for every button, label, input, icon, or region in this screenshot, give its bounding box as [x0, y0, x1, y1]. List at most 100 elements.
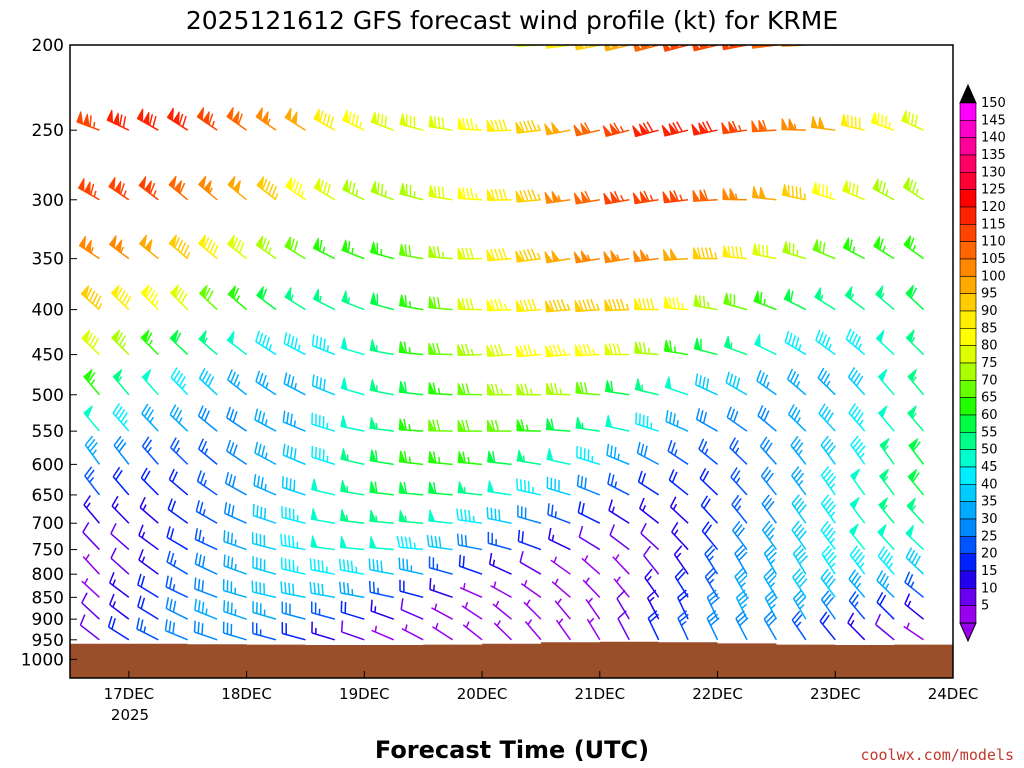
wind-barb: [256, 176, 279, 201]
colorbar-swatch: [959, 553, 977, 572]
wind-barb: [227, 285, 248, 311]
wind-barb: [722, 45, 748, 51]
wind-barb: [677, 610, 689, 641]
wind-barb: [634, 378, 659, 396]
wind-barb: [110, 284, 132, 311]
y-tick-label: 850: [32, 588, 64, 608]
wind-barb: [879, 438, 895, 465]
wind-barb: [695, 408, 718, 432]
wind-barb: [544, 122, 571, 136]
wind-barb: [791, 494, 807, 524]
wind-barb: [456, 533, 483, 551]
wind-barb: [692, 45, 718, 52]
wind-barb: [820, 466, 837, 496]
colorbar-swatch: [959, 501, 977, 520]
wind-barb: [850, 468, 866, 496]
wind-barb: [820, 494, 837, 524]
wind-barb: [761, 520, 778, 550]
wind-barb: [578, 525, 601, 551]
wind-barb: [167, 498, 189, 524]
wind-barb: [818, 403, 836, 432]
wind-barb: [872, 178, 895, 201]
wind-barb: [282, 443, 306, 466]
wind-barb: [370, 111, 395, 131]
wind-barb: [903, 622, 924, 641]
wind-barb: [226, 234, 248, 260]
wind-barb: [309, 581, 336, 599]
wind-barb: [904, 593, 925, 620]
wind-barb: [169, 404, 189, 432]
wind-barb: [280, 581, 306, 599]
colorbar-swatch: [959, 258, 977, 277]
colorbar-swatch: [959, 518, 977, 537]
colorbar-swatch: [959, 414, 977, 433]
wind-barb: [193, 577, 218, 599]
wind-barb: [544, 190, 571, 204]
wind-barb: [700, 495, 719, 524]
wind-barb: [665, 410, 689, 432]
wind-barb: [311, 374, 336, 396]
wind-barb: [168, 468, 189, 496]
x-tick-label: 21DEC: [575, 685, 626, 703]
colorbar-bottom-arrow: [959, 622, 977, 643]
wind-barb: [704, 567, 719, 598]
wind-barb: [110, 547, 130, 575]
wind-barb: [751, 45, 777, 49]
wind-barb: [255, 370, 277, 396]
wind-barb: [281, 601, 306, 620]
wind-barb: [109, 593, 130, 620]
wind-barb: [555, 618, 571, 641]
colorbar-swatch: [959, 310, 977, 329]
wind-barb: [311, 412, 336, 432]
wind-barb: [692, 189, 718, 202]
wind-barb: [486, 298, 512, 312]
wind-barb: [819, 611, 836, 641]
x-tick-label: 17DEC: [104, 685, 155, 703]
wind-barb: [792, 589, 807, 620]
wind-barb: [281, 506, 306, 524]
wind-barb: [782, 241, 807, 260]
wind-barb: [907, 469, 925, 496]
wind-barb: [516, 478, 542, 496]
wind-barb: [575, 381, 600, 396]
wind-barb: [764, 589, 778, 620]
wind-barb: [282, 410, 306, 432]
wind-barb: [310, 508, 336, 524]
wind-barb: [223, 600, 247, 620]
wind-barb: [735, 610, 749, 641]
y-tick-label: 450: [32, 346, 64, 366]
y-tick-label: 600: [32, 455, 64, 475]
colorbar-swatch: [959, 276, 977, 294]
wind-barb: [96, 45, 100, 46]
wind-barb: [577, 501, 601, 524]
wind-barb: [693, 294, 718, 311]
wind-barb: [781, 118, 806, 131]
wind-barb: [879, 468, 895, 496]
wind-barb: [486, 419, 512, 432]
colorbar-label: 95: [981, 287, 998, 302]
wind-barb: [398, 380, 424, 396]
wind-barb: [280, 533, 306, 551]
wind-barb: [113, 435, 130, 465]
wind-barb: [694, 373, 718, 396]
wind-barb: [226, 330, 248, 356]
colorbar-swatch: [959, 293, 977, 312]
wind-barb: [546, 448, 571, 466]
y-tick-label: 650: [32, 486, 64, 506]
wind-barb: [340, 479, 365, 496]
wind-barb: [166, 107, 189, 131]
wind-barb: [486, 344, 512, 358]
wind-barb: [126, 45, 129, 46]
wind-barb: [573, 250, 600, 264]
wind-barb: [734, 544, 748, 575]
wind-barb: [338, 558, 365, 575]
wind-barb: [255, 330, 277, 356]
wind-barb: [752, 243, 777, 260]
wind-barb: [617, 610, 630, 641]
wind-barb: [706, 610, 720, 641]
colorbar-swatch: [959, 345, 977, 364]
wind-barb: [431, 603, 453, 620]
colorbar-swatch: [959, 206, 977, 225]
wind-barb: [108, 176, 130, 201]
wind-barb: [225, 406, 248, 432]
